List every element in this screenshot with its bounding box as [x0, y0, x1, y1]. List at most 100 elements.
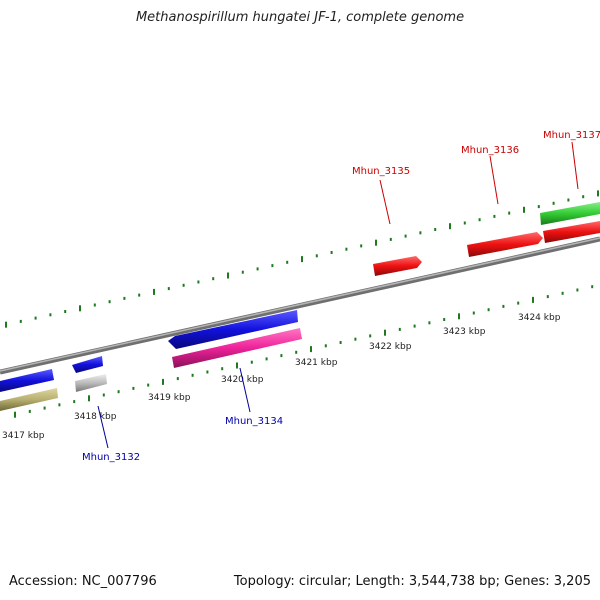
gene-feature-blue[interactable] — [72, 356, 103, 373]
tick-minor — [212, 277, 215, 281]
tick-major — [79, 305, 81, 312]
tick-major — [532, 296, 534, 303]
tick-major — [458, 313, 460, 320]
tick-minor — [43, 406, 46, 410]
tick-minor — [478, 218, 481, 222]
gene-label-mhun-3135: Mhun_3135 — [352, 166, 410, 177]
gene-feature-red[interactable] — [543, 221, 600, 243]
tick-minor — [546, 295, 549, 299]
accession-text: Accession: NC_007796 — [9, 574, 157, 589]
gene-label-mhun-3132: Mhun_3132 — [82, 452, 140, 463]
tick-minor — [398, 327, 401, 331]
tick-major — [88, 395, 90, 402]
tick-major — [14, 411, 16, 418]
tick-minor — [265, 357, 268, 361]
tick-minor — [339, 341, 342, 344]
gene-feature-green[interactable] — [540, 202, 600, 225]
tick-minor — [191, 373, 194, 377]
tick-major — [523, 206, 525, 213]
tick-minor — [360, 244, 363, 248]
gene-feature-grey[interactable] — [75, 374, 107, 392]
tick-minor — [117, 390, 120, 394]
tick-minor — [182, 283, 185, 287]
upper-tick-track — [5, 190, 599, 328]
tick-minor — [330, 251, 333, 254]
tick-minor — [582, 195, 585, 199]
topology-text: Topology: circular; Length: 3,544,738 bp… — [233, 574, 591, 589]
tick-major — [5, 321, 7, 328]
tick-minor — [49, 313, 52, 317]
gene-feature-red[interactable] — [467, 232, 543, 257]
tick-minor — [561, 291, 564, 295]
tick-label: 3424 kbp — [518, 313, 561, 323]
tick-major — [153, 288, 155, 295]
tick-minor — [537, 205, 540, 209]
tick-minor — [354, 337, 357, 341]
tick-minor — [487, 308, 490, 312]
tick-minor — [241, 270, 244, 274]
tick-minor — [93, 303, 96, 307]
tick-minor — [463, 221, 466, 225]
tick-minor — [102, 393, 105, 397]
tick-label: 3419 kbp — [148, 393, 191, 403]
tick-minor — [34, 316, 37, 320]
tick-minor — [58, 403, 61, 407]
tick-minor — [197, 280, 200, 284]
tick-minor — [295, 350, 298, 354]
tick-major — [162, 378, 164, 385]
gene-feature-blue[interactable] — [168, 310, 298, 349]
tick-major — [597, 190, 599, 197]
gene-label-mhun-3137: Mhun_3137 — [543, 130, 600, 141]
tick-minor — [576, 288, 579, 292]
gene-feature-pink[interactable] — [172, 328, 302, 368]
tick-minor — [552, 201, 555, 205]
tick-label: 3421 kbp — [295, 358, 338, 368]
tick-minor — [591, 285, 594, 289]
tick-minor — [138, 293, 141, 297]
tick-label: 3422 kbp — [369, 342, 412, 352]
tick-minor — [221, 367, 224, 371]
gene-label-mhun-3134: Mhun_3134 — [225, 416, 283, 427]
tick-minor — [443, 318, 446, 321]
tick-major — [449, 223, 451, 230]
tick-major — [227, 272, 229, 279]
tick-minor — [508, 211, 511, 215]
tick-minor — [472, 311, 475, 315]
tick-minor — [428, 321, 431, 325]
tick-minor — [324, 344, 327, 348]
gene-feature-blue[interactable] — [0, 369, 54, 392]
genome-backbone — [0, 236, 600, 375]
tick-minor — [271, 264, 274, 268]
tick-major — [236, 362, 238, 369]
lower-tick-track — [14, 285, 594, 418]
tick-minor — [123, 296, 126, 300]
tick-major — [384, 329, 386, 336]
tick-minor — [502, 304, 505, 308]
tick-major — [310, 346, 312, 353]
tick-minor — [19, 319, 22, 323]
tick-label: 3417 kbp — [2, 431, 45, 441]
tick-label: 3423 kbp — [443, 327, 486, 337]
tick-minor — [256, 267, 259, 271]
gene-label-mhun-3136: Mhun_3136 — [461, 145, 519, 156]
tick-minor — [286, 260, 289, 264]
gene-feature-olive[interactable] — [0, 388, 58, 411]
tick-minor — [434, 228, 437, 231]
tick-minor — [108, 300, 111, 304]
tick-minor — [517, 301, 520, 305]
tick-minor — [315, 254, 318, 258]
tick-minor — [369, 334, 372, 338]
tick-minor — [493, 214, 496, 218]
genome-title: Methanospirillum hungatei JF-1, complete… — [135, 10, 465, 25]
tick-minor — [250, 360, 253, 364]
tick-minor — [206, 370, 209, 374]
gene-feature-red[interactable] — [373, 256, 422, 276]
tick-minor — [64, 310, 67, 313]
tick-minor — [167, 287, 170, 291]
tick-minor — [345, 247, 348, 251]
tick-minor — [567, 198, 570, 202]
tick-minor — [419, 231, 422, 235]
tick-minor — [389, 237, 392, 241]
tick-minor — [176, 377, 179, 381]
